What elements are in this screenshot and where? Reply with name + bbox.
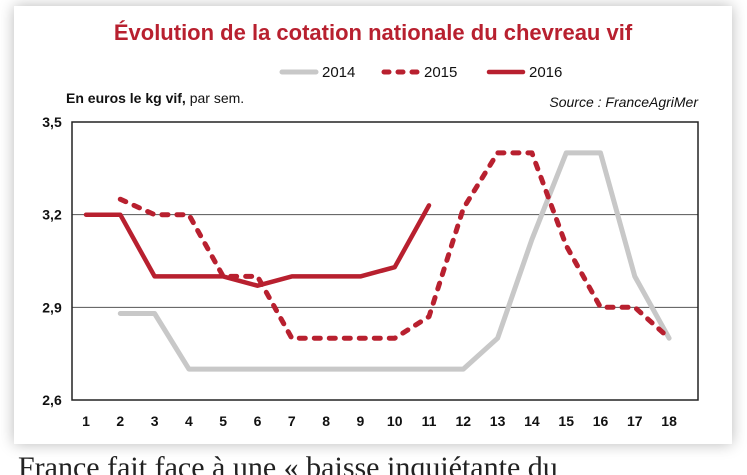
x-tick-label: 14 [524,413,540,429]
x-tick-label: 17 [627,413,643,429]
x-tick-label: 9 [357,413,365,429]
y-tick-labels: 2,6 2,9 3,2 3,5 [42,114,62,408]
y-axis-label-rest: par sem. [186,90,244,106]
caption-text: France fait face à une « baisse inquiéta… [18,451,558,475]
y-tick-label: 3,5 [42,114,62,130]
x-tick-label: 5 [219,413,227,429]
x-tick-label: 3 [151,413,159,429]
plot-frame [71,121,699,401]
x-tick-label: 2 [116,413,124,429]
legend-label-2015: 2015 [424,64,457,81]
x-tick-label: 4 [185,413,193,429]
series-lines [83,150,672,372]
series-line-2015 [117,150,672,341]
y-tick-label: 2,6 [42,392,62,408]
series-line-2016 [83,203,432,288]
series-line-2014 [117,150,672,372]
x-tick-label: 13 [490,413,506,429]
source-note: Source : FranceAgriMer [549,94,699,110]
x-tick-label: 6 [254,413,262,429]
legend-label-2014: 2014 [322,64,355,81]
x-tick-label: 18 [661,413,677,429]
legend: 2014 2015 2016 [279,64,562,81]
x-tick-label: 11 [422,413,437,429]
x-tick-label: 12 [456,413,472,429]
y-axis-label-bold: En euros le kg vif, [66,90,186,106]
chart-card: Évolution de la cotation nationale du ch… [14,6,732,444]
x-tick-label: 1 [82,413,90,429]
y-tick-label: 2,9 [42,299,62,315]
x-tick-label: 15 [558,413,574,429]
legend-label-2016: 2016 [529,64,562,81]
y-axis-label: En euros le kg vif, par sem. [66,90,244,106]
x-tick-label: 16 [593,413,609,429]
x-tick-label: 10 [387,413,403,429]
x-tick-label: 7 [288,413,296,429]
x-tick-labels: 1 2 3 4 5 6 7 8 9 10 11 12 13 14 15 16 17 18 [82,413,677,429]
x-tick-label: 8 [322,413,330,429]
chart: Évolution de la cotation nationale du ch… [42,20,699,429]
chart-title: Évolution de la cotation nationale du ch… [114,20,633,45]
y-tick-label: 3,2 [42,207,62,223]
gridlines [72,214,698,308]
